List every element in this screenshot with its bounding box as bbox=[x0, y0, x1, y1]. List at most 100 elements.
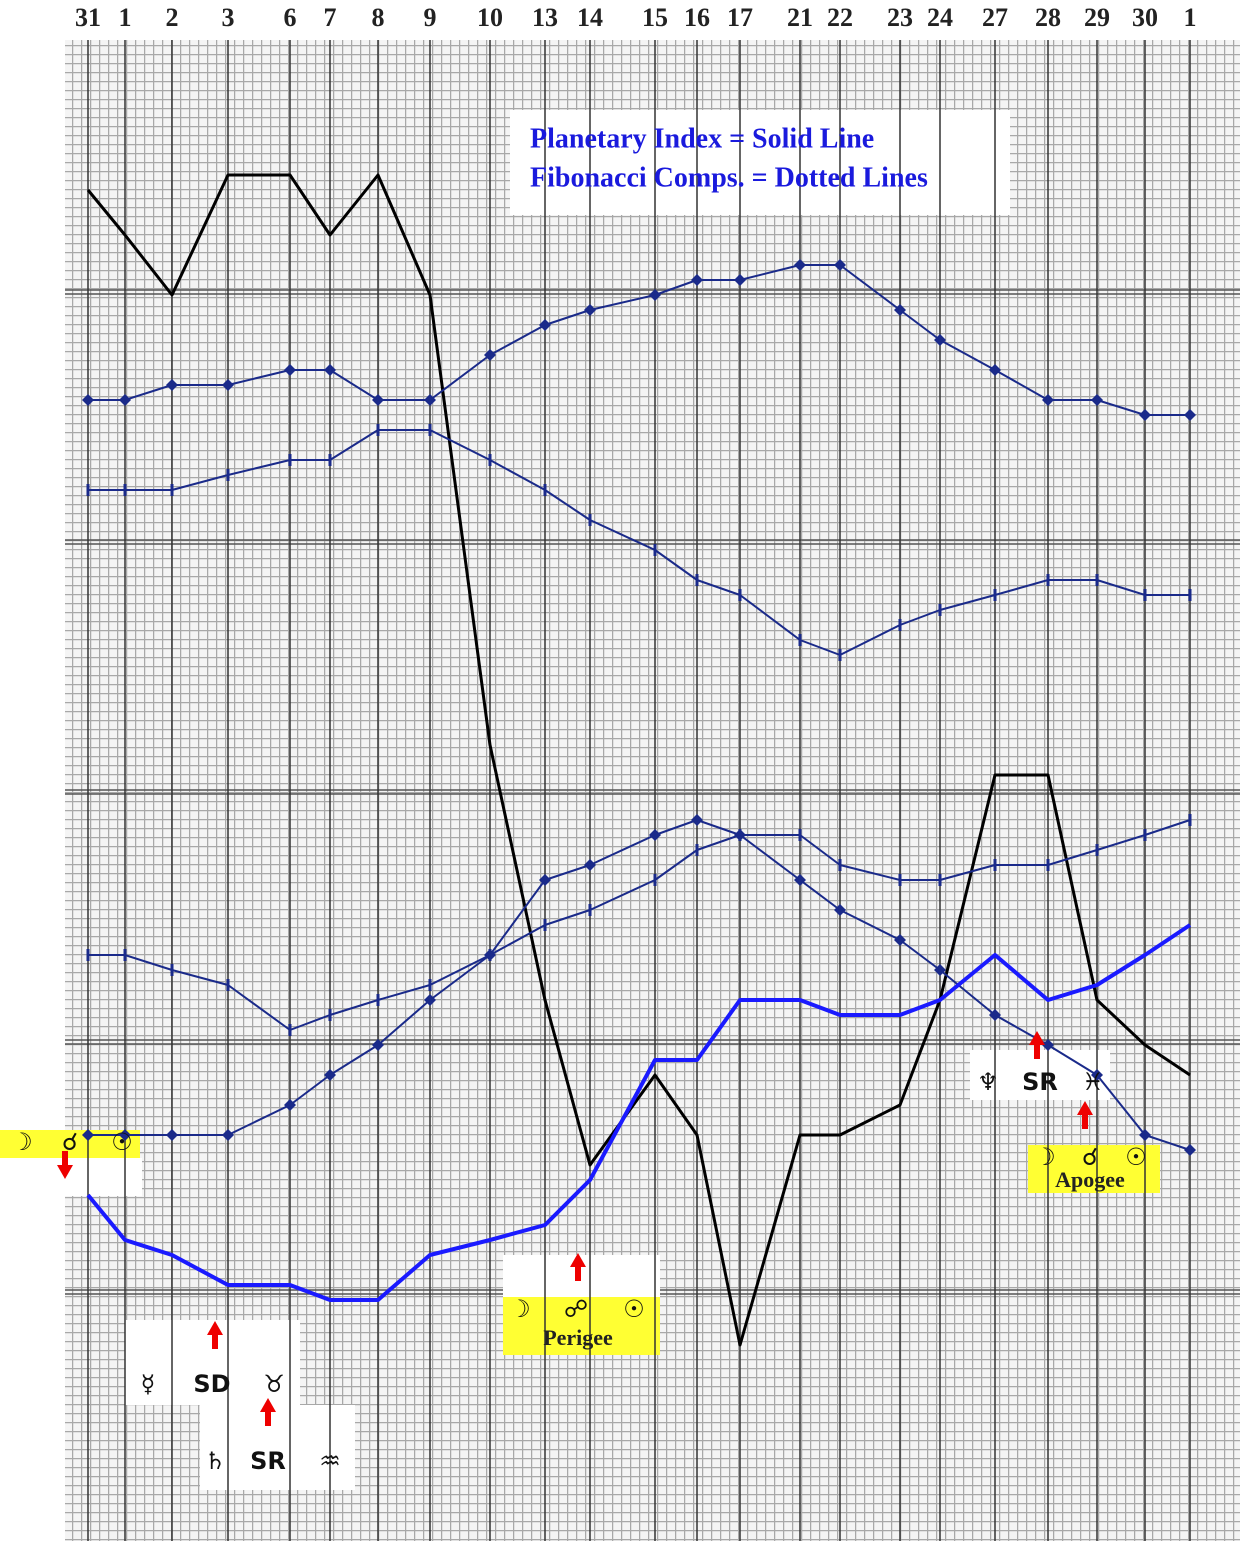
point bbox=[894, 934, 906, 946]
point bbox=[324, 364, 336, 376]
annotation: ☉ bbox=[111, 1128, 133, 1156]
x-tick-label: 31 bbox=[75, 3, 101, 32]
annotation: ♄ bbox=[204, 1447, 226, 1475]
arrow bbox=[1077, 1101, 1093, 1129]
point bbox=[649, 829, 661, 841]
point bbox=[1091, 1069, 1103, 1081]
point bbox=[934, 334, 946, 346]
point bbox=[584, 304, 596, 316]
arrow bbox=[570, 1253, 586, 1281]
x-tick-label: 13 bbox=[532, 3, 558, 32]
point bbox=[934, 964, 946, 976]
point bbox=[222, 1129, 234, 1141]
point bbox=[1042, 394, 1054, 406]
point bbox=[989, 364, 1001, 376]
x-tick-label: 3 bbox=[222, 3, 235, 32]
arrow bbox=[57, 1151, 73, 1179]
annotation: ☍ bbox=[564, 1295, 588, 1323]
annotation: ♓ bbox=[1082, 1068, 1104, 1096]
series-layer bbox=[82, 40, 1196, 1541]
point bbox=[1184, 1144, 1196, 1156]
point bbox=[166, 379, 178, 391]
x-tick-label: 9 bbox=[424, 3, 437, 32]
point bbox=[834, 904, 846, 916]
point bbox=[119, 394, 131, 406]
arrows bbox=[57, 1031, 1093, 1426]
x-tick-label: 14 bbox=[577, 3, 603, 32]
series-line bbox=[86, 923, 1192, 1302]
point bbox=[734, 274, 746, 286]
point bbox=[894, 304, 906, 316]
point bbox=[649, 289, 661, 301]
arrow bbox=[260, 1398, 276, 1426]
point bbox=[794, 259, 806, 271]
point bbox=[539, 319, 551, 331]
x-tick-label: 10 bbox=[477, 3, 503, 32]
annotation: Apogee bbox=[1055, 1167, 1125, 1192]
annotation: ☽ bbox=[509, 1295, 531, 1323]
x-tick-label: 6 bbox=[284, 3, 297, 32]
x-tick-label: 7 bbox=[324, 3, 337, 32]
annotation: ☉ bbox=[1125, 1143, 1147, 1171]
arrow bbox=[207, 1321, 223, 1349]
point bbox=[82, 394, 94, 406]
point bbox=[539, 874, 551, 886]
x-tick-label: 16 bbox=[684, 3, 710, 32]
point bbox=[82, 1129, 94, 1141]
annotation: ☌ bbox=[62, 1128, 78, 1156]
annotation: ♉ bbox=[263, 1370, 285, 1398]
x-tick-label: 23 bbox=[887, 3, 913, 32]
annotation: ♆ bbox=[977, 1068, 999, 1096]
annotation: SD bbox=[193, 1370, 230, 1398]
point bbox=[284, 364, 296, 376]
point bbox=[1091, 394, 1103, 406]
point bbox=[794, 874, 806, 886]
x-tick-label: 27 bbox=[982, 3, 1008, 32]
annotation: ☽ bbox=[11, 1128, 33, 1156]
x-tick-label: 29 bbox=[1084, 3, 1110, 32]
point bbox=[834, 259, 846, 271]
x-tick-label: 30 bbox=[1132, 3, 1158, 32]
point bbox=[372, 394, 384, 406]
annotation: SR bbox=[1022, 1068, 1058, 1096]
x-tick-label: 1 bbox=[119, 3, 132, 32]
x-tick-label: 17 bbox=[727, 3, 753, 32]
point bbox=[119, 1129, 131, 1141]
x-tick-label: 21 bbox=[787, 3, 813, 32]
point bbox=[691, 274, 703, 286]
point bbox=[166, 1129, 178, 1141]
point bbox=[1184, 409, 1196, 421]
point bbox=[284, 1099, 296, 1111]
annotation: Perigee bbox=[543, 1325, 613, 1350]
point bbox=[584, 859, 596, 871]
x-tick-label: 22 bbox=[827, 3, 853, 32]
point bbox=[424, 394, 436, 406]
point bbox=[424, 994, 436, 1006]
annotation: ☽ bbox=[1034, 1143, 1056, 1171]
point bbox=[989, 1009, 1001, 1021]
point bbox=[484, 349, 496, 361]
x-tick-label: 15 bbox=[642, 3, 668, 32]
annotation: ☉ bbox=[623, 1295, 645, 1323]
legend-text: Planetary Index = Solid Line bbox=[530, 123, 874, 154]
x-tick-label: 1 bbox=[1184, 3, 1197, 32]
series-line bbox=[86, 173, 1191, 1347]
x-tick-label: 2 bbox=[166, 3, 179, 32]
x-tick-label: 8 bbox=[372, 3, 385, 32]
labels: 31 1 2 3 6 7 8 9 10 13 14 15 16 17 21 22 23 24 27 28 29 30 1Pl… bbox=[11, 3, 1196, 1475]
arrow bbox=[1029, 1031, 1045, 1059]
point bbox=[691, 814, 703, 826]
annotation: ☿ bbox=[141, 1370, 156, 1398]
point bbox=[372, 1039, 384, 1051]
annotation: ☌ bbox=[1082, 1143, 1098, 1171]
point bbox=[222, 379, 234, 391]
point bbox=[1139, 409, 1151, 421]
point bbox=[324, 1069, 336, 1081]
legend-text: Fibonacci Comps. = Dotted Lines bbox=[530, 162, 928, 193]
point bbox=[1042, 1039, 1054, 1051]
x-tick-label: 28 bbox=[1035, 3, 1061, 32]
point bbox=[1139, 1129, 1151, 1141]
annotation: SR bbox=[250, 1447, 286, 1475]
